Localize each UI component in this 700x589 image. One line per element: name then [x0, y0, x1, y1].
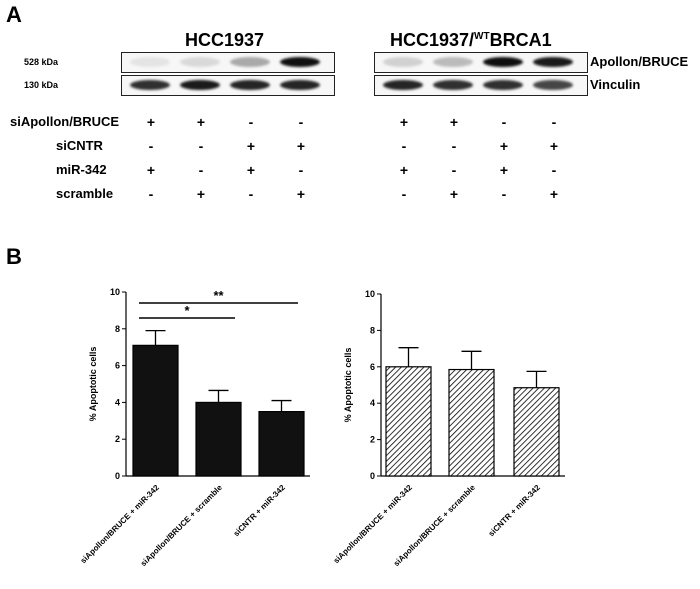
condition-symbol: - [401, 138, 407, 154]
right-title-superscript: WT [474, 31, 490, 42]
kda-bottom-label: 130 kDa [24, 80, 59, 90]
significance-label: * [184, 303, 190, 318]
y-tick-label: 4 [115, 397, 120, 407]
apollon-band [230, 57, 270, 67]
condition-symbol: + [449, 186, 459, 202]
condition-symbol: + [296, 186, 306, 202]
vinculin-band [533, 80, 573, 90]
condition-symbol: - [198, 138, 204, 154]
condition-symbol: - [401, 186, 407, 202]
condition-symbol: - [501, 114, 507, 130]
condition-symbol: - [148, 138, 154, 154]
condition-symbol: + [499, 162, 509, 178]
condition-symbol: - [248, 114, 254, 130]
category-label: siCNTR + miR-342 [487, 483, 543, 539]
y-tick-label: 2 [370, 435, 375, 445]
y-axis-label: % Apoptotic cells [343, 348, 353, 423]
y-tick-label: 6 [370, 362, 375, 372]
panel-b-label: B [6, 244, 22, 269]
condition-symbol: - [501, 186, 507, 202]
y-tick-label: 0 [115, 471, 120, 481]
bar [385, 366, 432, 477]
vinculin-band [180, 80, 220, 90]
vinculin-band [130, 80, 170, 90]
condition-symbol: - [298, 162, 304, 178]
vinculin-band [433, 80, 473, 90]
condition-symbol: + [499, 138, 509, 154]
apollon-band [483, 57, 523, 67]
condition-label: siApollon/BRUCE [10, 114, 120, 129]
condition-symbol: + [246, 162, 256, 178]
y-tick-label: 0 [370, 471, 375, 481]
condition-symbol: + [449, 114, 459, 130]
bar [258, 411, 305, 477]
apollon-band [280, 57, 320, 67]
condition-symbol: + [549, 138, 559, 154]
y-axis-label: % Apoptotic cells [88, 347, 98, 422]
condition-symbol: - [298, 114, 304, 130]
category-label: siCNTR + miR-342 [232, 483, 288, 539]
right-title-suffix: BRCA1 [489, 30, 552, 50]
condition-symbol: - [551, 114, 557, 130]
condition-symbol: - [551, 162, 557, 178]
right-blot-title: HCC1937/WTBRCA1 [390, 30, 552, 51]
condition-symbol: - [148, 186, 154, 202]
kda-top-label: 528 kDa [24, 57, 59, 67]
apollon-band [130, 57, 170, 67]
blot-strip-vinculin-left [121, 75, 335, 96]
condition-symbol: - [451, 162, 457, 178]
condition-symbol: + [146, 162, 156, 178]
y-tick-label: 8 [370, 325, 375, 335]
condition-symbol: + [399, 162, 409, 178]
condition-symbol: + [296, 138, 306, 154]
protein-label-apollon: Apollon/BRUCE [590, 54, 689, 69]
y-tick-label: 10 [110, 287, 120, 297]
condition-symbol: + [196, 186, 206, 202]
protein-label-vinculin: Vinculin [590, 77, 641, 92]
y-tick-label: 4 [370, 398, 375, 408]
condition-symbol: - [451, 138, 457, 154]
blot-strip-apollon-right [374, 52, 588, 73]
condition-symbol: - [248, 186, 254, 202]
vinculin-band [280, 80, 320, 90]
blot-strip-vinculin-right [374, 75, 588, 96]
vinculin-band [483, 80, 523, 90]
condition-symbol: + [246, 138, 256, 154]
left-blot-title: HCC1937 [185, 30, 265, 50]
vinculin-band [383, 80, 423, 90]
bar [132, 344, 179, 477]
apollon-band [433, 57, 473, 67]
condition-symbol: + [549, 186, 559, 202]
condition-label: miR-342 [56, 162, 107, 177]
condition-symbol: + [146, 114, 156, 130]
right-title-prefix: HCC1937/ [390, 30, 475, 50]
significance-label: ** [213, 288, 224, 303]
apollon-band [383, 57, 423, 67]
y-tick-label: 2 [115, 434, 120, 444]
apollon-band [533, 57, 573, 67]
y-tick-label: 10 [365, 289, 375, 299]
condition-symbol: - [198, 162, 204, 178]
condition-label: scramble [56, 186, 114, 201]
y-tick-label: 6 [115, 361, 120, 371]
blot-strip-apollon-left [121, 52, 335, 73]
condition-symbol: + [196, 114, 206, 130]
bar [448, 368, 495, 477]
condition-symbol: + [399, 114, 409, 130]
bar [195, 401, 242, 477]
panel-a-label: A [6, 2, 22, 27]
bar [513, 387, 560, 477]
vinculin-band [230, 80, 270, 90]
condition-label: siCNTR [56, 138, 103, 153]
apollon-band [180, 57, 220, 67]
y-tick-label: 8 [115, 324, 120, 334]
